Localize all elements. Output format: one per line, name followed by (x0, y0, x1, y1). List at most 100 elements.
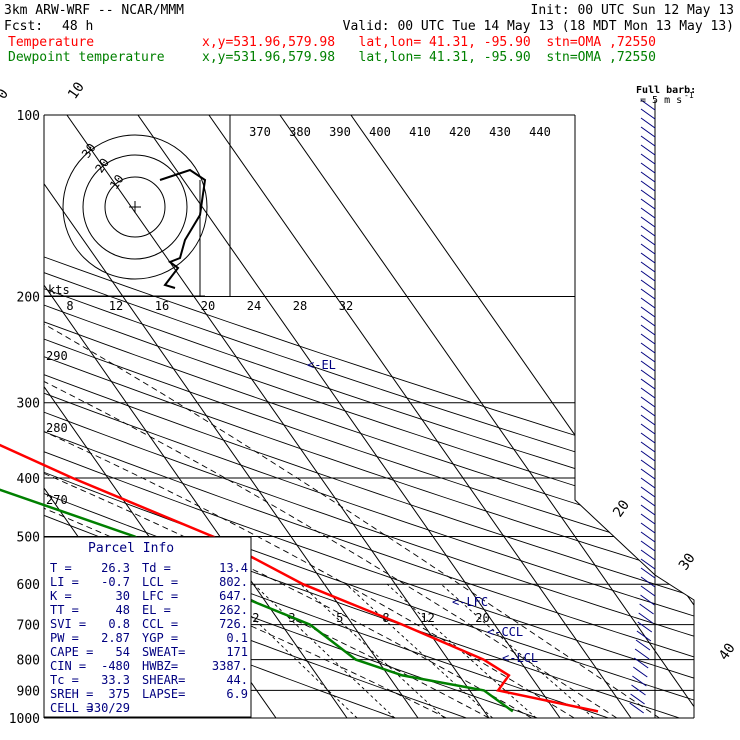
wind-barb (635, 639, 651, 651)
model-title: 3km ARW-WRF -- NCAR/MMM (4, 3, 185, 18)
wind-barb (630, 693, 645, 705)
wind-barb (640, 270, 656, 282)
dry-adiabat-line (44, 115, 694, 718)
theta-label: 370 (249, 125, 271, 139)
hodograph-speed-label: 20 (201, 299, 215, 313)
wind-barb (640, 423, 656, 435)
dry-adiabat-line (44, 115, 694, 718)
isotherm-line (44, 115, 419, 718)
wind-barb (636, 630, 652, 642)
wind-barb (640, 477, 656, 489)
parcel-row-label: T = (50, 561, 72, 575)
parcel-row-label: LFC = (142, 589, 178, 603)
hodograph-speed-label: 28 (293, 299, 307, 313)
pressure-label: 800 (17, 654, 40, 669)
parcel-row-label: SHEAR= (142, 673, 185, 687)
wind-barb (640, 594, 655, 606)
wind-barb (640, 459, 656, 471)
parcel-row-value: 33.3 (101, 673, 130, 687)
dewpoint-location-info: x,y=531.96,579.98 lat,lon= 41.31, -95.90… (202, 50, 656, 65)
wind-barb (639, 603, 654, 615)
wind-barb (640, 522, 656, 534)
hodograph-ring-label: 30 (79, 141, 99, 161)
parcel-row-value: 54 (116, 645, 130, 659)
hodograph-ring (82, 154, 188, 260)
dry-adiabat-line (44, 115, 694, 718)
parcel-row-value: -480 (101, 659, 130, 673)
wind-barb (640, 342, 656, 354)
parcel-row-label: CIN = (50, 659, 86, 673)
wind-barb (632, 675, 647, 687)
wind-barb (640, 360, 656, 372)
wind-barb (640, 117, 656, 129)
forecast-hour: 48 h (62, 19, 94, 34)
hodograph-speed-label: 8 (66, 299, 73, 313)
wind-barb (640, 189, 656, 201)
wind-barb (633, 657, 649, 669)
parcel-row-label: CAPE = (50, 645, 93, 659)
parcel-row-value: 6.9 (226, 687, 248, 701)
barb-legend-title: Full barb: (636, 85, 696, 96)
init-time: Init: 00 UTC Sun 12 May 13 (530, 3, 735, 18)
theta-label-left: 290 (46, 349, 68, 363)
wind-barb (640, 441, 656, 453)
barb-legend-unit: = 5 m s (640, 95, 682, 106)
temperature-axis-label: 40 (716, 640, 739, 663)
theta-label: 390 (329, 125, 351, 139)
parcel-row-value: 48 (116, 603, 130, 617)
wind-barb (640, 513, 656, 525)
theta-label: 430 (489, 125, 511, 139)
isotherm-line (208, 115, 632, 718)
parcel-row-value: -0.7 (101, 575, 130, 589)
pressure-label: 500 (17, 530, 40, 545)
parcel-info-title: Parcel Info (88, 541, 174, 556)
right-axis (574, 115, 695, 718)
wind-barb (640, 315, 656, 327)
dry-adiabat-line (44, 115, 694, 718)
theta-label: 380 (289, 125, 311, 139)
wind-barb (640, 108, 656, 120)
theta-label-left: 280 (46, 421, 68, 435)
theta-label: 410 (409, 125, 431, 139)
wind-barb (640, 279, 656, 291)
hodograph-speed-label: kts (48, 283, 70, 297)
wind-barb (640, 585, 656, 597)
hodograph-trace (159, 168, 207, 289)
theta-label: 400 (369, 125, 391, 139)
hodograph-speed-label: 24 (247, 299, 261, 313)
theta-label-left: 270 (46, 493, 68, 507)
pressure-label: 600 (17, 578, 40, 593)
wind-barb (640, 216, 656, 228)
parcel-row-label: EL = (142, 603, 171, 617)
wind-barb (640, 171, 656, 183)
dry-adiabat-line (44, 115, 694, 718)
hodograph-ring-label: 10 (107, 172, 127, 192)
wind-barb (640, 504, 656, 516)
mixing-ratio-label: 12 (420, 611, 434, 625)
wind-barb (640, 153, 656, 165)
pressure-label: 400 (17, 472, 40, 487)
parcel-row-label: LAPSE= (142, 687, 185, 701)
wind-barb (637, 621, 653, 633)
wind-barb (640, 243, 656, 255)
parcel-row-value: 3387. (212, 659, 248, 673)
hodograph-speed-label: 32 (339, 299, 353, 313)
parcel-row-label: TT = (50, 603, 79, 617)
wind-barb (640, 144, 656, 156)
wind-barb (640, 396, 656, 408)
parcel-row-value: 0.1 (226, 631, 248, 645)
wind-barb (640, 162, 656, 174)
pressure-label: 1000 (9, 712, 40, 727)
wind-barb (640, 558, 656, 570)
hodograph-ring (104, 176, 166, 238)
parcel-level-annotation: <-CCL (487, 625, 523, 639)
dry-adiabat-line (44, 115, 396, 718)
wind-barb (640, 180, 656, 192)
parcel-row-label: HWBZ= (142, 659, 178, 673)
parcel-row-value: 647. (219, 589, 248, 603)
pressure-label: 900 (17, 684, 40, 699)
pressure-label: 300 (17, 397, 40, 412)
wind-barb (640, 198, 656, 210)
wind-barb (640, 576, 656, 588)
